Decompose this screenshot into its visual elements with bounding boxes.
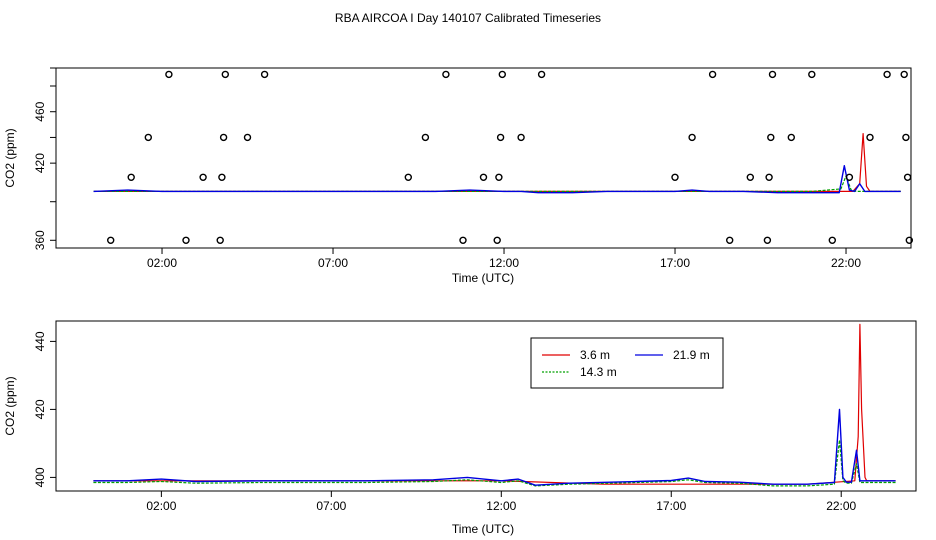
- marker-point-top-17: [493, 236, 501, 245]
- marker-point-top-8: [219, 133, 228, 142]
- y-axis-label-top: CO2 (ppm): [3, 128, 17, 187]
- marker-point-top-13: [421, 133, 430, 142]
- figure-title: RBA AIRCOA I Day 140107 Calibrated Times…: [335, 11, 601, 25]
- legend-label-21-9m: 21.9 m: [673, 348, 710, 362]
- y-axis-label-bottom: CO2 (ppm): [3, 376, 17, 435]
- plot-frame-bottom: [55, 320, 917, 492]
- marker-point-top-34: [828, 236, 836, 245]
- legend: 3.6 m 21.9 m 14.3 m: [530, 337, 724, 389]
- series-line-top-h14_3: [93, 175, 901, 192]
- x-tick-label-top-1: 07:00: [318, 256, 348, 270]
- marker-point-top-10: [243, 133, 252, 142]
- x-tick-label-bottom-0: 02:00: [146, 499, 176, 513]
- marker-point-top-21: [517, 133, 525, 142]
- x-tick-label-bottom-1: 07:00: [316, 499, 346, 513]
- marker-point-top-30: [767, 133, 775, 142]
- marker-point-top-39: [902, 133, 910, 142]
- x-tick-label-top-3: 17:00: [660, 256, 690, 270]
- y-tick-label-bottom-0: 400: [33, 467, 47, 487]
- marker-point-top-14: [442, 70, 450, 79]
- marker-point-top-31: [768, 70, 777, 79]
- y-tick-label-top-0: 360: [33, 230, 47, 250]
- x-axis-label-top: Time (UTC): [452, 271, 514, 285]
- marker-point-top-5: [199, 173, 207, 182]
- series-layer-bottom: [93, 323, 896, 487]
- marker-point-top-19: [496, 133, 505, 142]
- marker-point-top-35: [845, 173, 854, 182]
- legend-label-3-6m: 3.6 m: [580, 348, 610, 362]
- marker-point-top-7: [218, 173, 226, 182]
- marker-point-top-2: [144, 133, 153, 142]
- x-axis-label-bottom: Time (UTC): [452, 522, 514, 536]
- legend-label-14-3m: 14.3 m: [580, 365, 617, 379]
- marker-point-top-22: [537, 70, 546, 79]
- chart-panel-top: 02:00 07:00 12:00 17:00 22:00 360 420 460 Time…: [3, 67, 913, 285]
- marker-point-top-4: [182, 236, 190, 245]
- series-line-top-h3_6: [93, 133, 901, 192]
- x-tick-label-top-0: 02:00: [147, 256, 177, 270]
- x-tick-label-bottom-3: 17:00: [656, 499, 686, 513]
- y-tick-label-bottom-1: 420: [33, 399, 47, 419]
- marker-point-top-9: [221, 70, 230, 79]
- marker-point-top-29: [765, 173, 773, 182]
- marker-point-top-18: [495, 173, 503, 182]
- marker-point-top-33: [808, 70, 816, 79]
- marker-point-top-32: [787, 133, 795, 142]
- marker-point-top-26: [726, 236, 734, 245]
- plot-frame-top: [55, 67, 912, 249]
- x-tick-label-bottom-4: 22:00: [826, 499, 856, 513]
- series-line-bottom-h21_9: [93, 408, 896, 486]
- marker-point-top-27: [746, 173, 754, 182]
- marker-point-top-6: [216, 236, 224, 245]
- x-axis-top: 02:00 07:00 12:00 17:00 22:00: [147, 248, 861, 270]
- marker-point-top-24: [688, 133, 696, 142]
- marker-layer-top: [106, 70, 913, 245]
- x-tick-label-top-2: 12:00: [489, 256, 519, 270]
- marker-point-top-23: [671, 173, 679, 182]
- marker-point-top-36: [866, 133, 874, 142]
- y-tick-label-top-4: 460: [33, 101, 47, 121]
- marker-point-top-16: [479, 173, 488, 182]
- y-axis-bottom: 400 420 440: [33, 331, 56, 487]
- marker-point-top-1: [127, 173, 135, 182]
- marker-point-top-37: [883, 70, 891, 79]
- marker-point-top-40: [903, 173, 912, 182]
- x-axis-bottom: 02:00 07:00 12:00 17:00 22:00: [146, 491, 857, 513]
- marker-point-top-28: [763, 236, 772, 245]
- marker-point-top-41: [905, 236, 913, 245]
- y-tick-label-top-2: 420: [33, 153, 47, 173]
- y-tick-label-bottom-2: 440: [33, 331, 47, 351]
- marker-point-top-25: [708, 70, 717, 79]
- legend-box: [530, 337, 724, 389]
- marker-point-top-15: [459, 236, 467, 245]
- marker-point-top-12: [404, 173, 412, 182]
- chart-panel-bottom: 02:00 07:00 12:00 17:00 22:00 400 420 440 Time…: [3, 320, 917, 536]
- series-layer-top: [93, 133, 901, 194]
- y-axis-top: 360 420 460: [33, 67, 56, 250]
- marker-point-top-0: [106, 236, 115, 245]
- marker-point-top-3: [165, 70, 173, 79]
- series-line-bottom-h14_3: [93, 439, 896, 487]
- x-tick-label-bottom-2: 12:00: [486, 499, 516, 513]
- marker-point-top-11: [260, 70, 269, 79]
- marker-point-top-38: [900, 70, 908, 79]
- marker-point-top-20: [498, 70, 506, 79]
- x-tick-label-top-4: 22:00: [831, 256, 861, 270]
- series-line-top-h21_9: [93, 164, 901, 194]
- series-line-bottom-h3_6: [93, 323, 896, 485]
